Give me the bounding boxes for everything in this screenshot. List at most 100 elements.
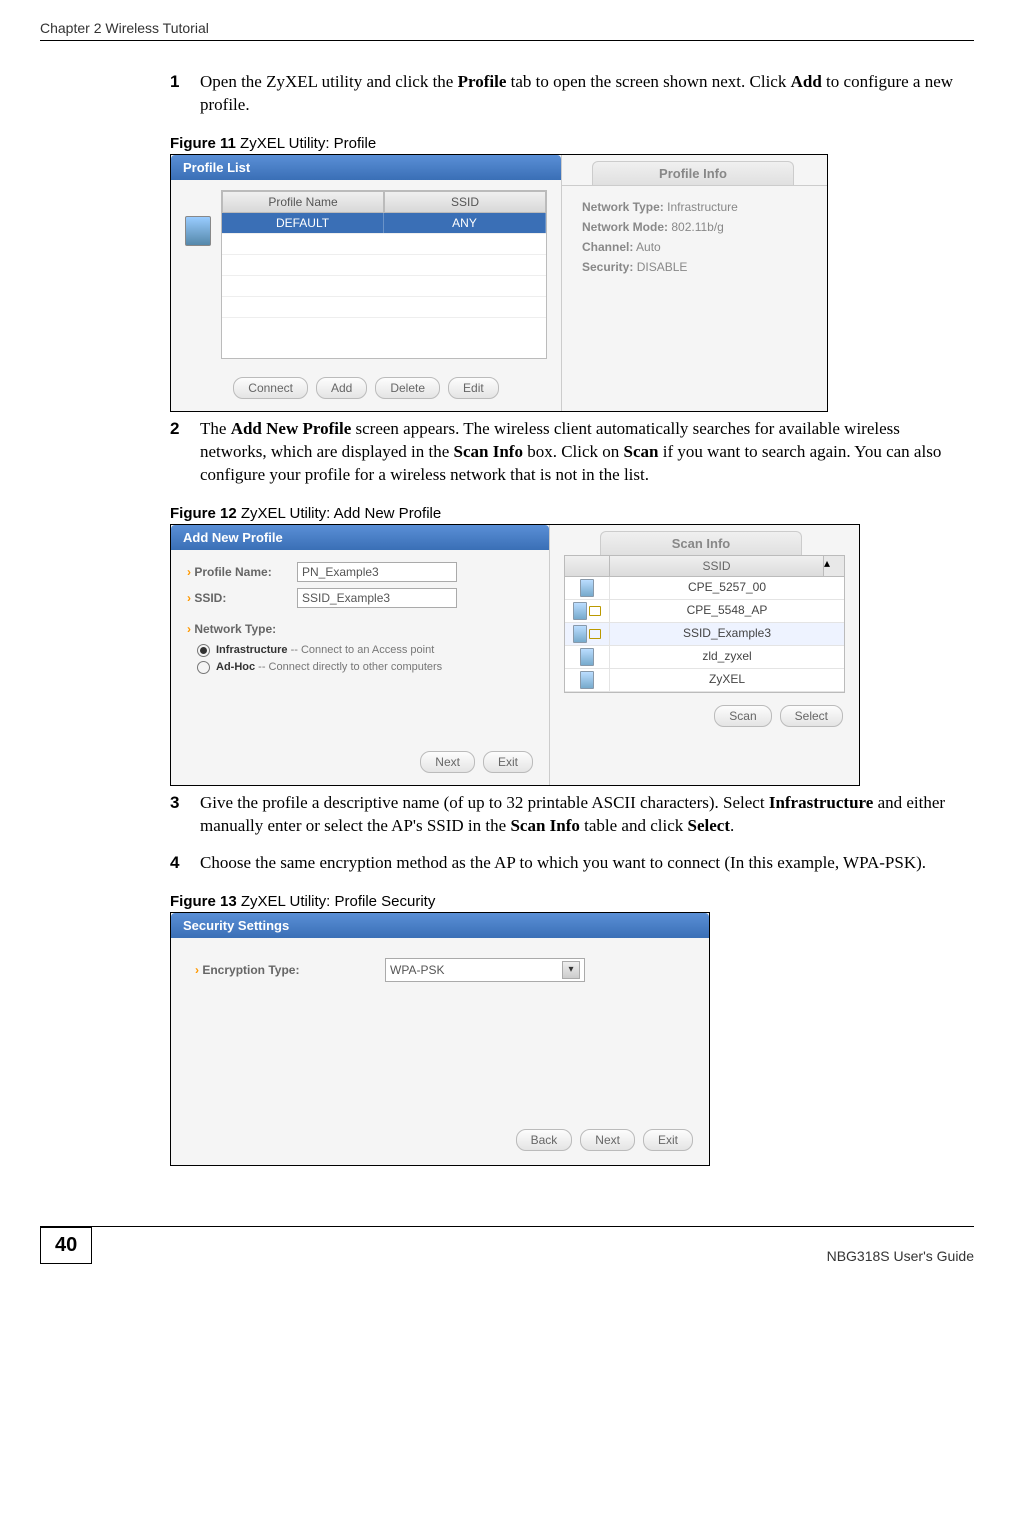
step-4-num: 4 bbox=[170, 852, 200, 875]
lock-icon bbox=[589, 606, 601, 616]
t: Add New Profile bbox=[231, 419, 352, 438]
v: DISABLE bbox=[637, 260, 688, 274]
step-4: 4 Choose the same encryption method as t… bbox=[170, 852, 954, 875]
encryption-type-select[interactable]: WPA-PSK ▾ bbox=[385, 958, 585, 982]
fig11-label-rest: ZyXEL Utility: Profile bbox=[236, 135, 376, 152]
edit-button[interactable]: Edit bbox=[448, 377, 499, 399]
cell-ssid: zld_zyxel bbox=[610, 646, 844, 668]
profile-list-panel: Profile List Profile Name SSID DEFAULT A… bbox=[171, 155, 562, 411]
lock-icon bbox=[589, 629, 601, 639]
delete-button[interactable]: Delete bbox=[375, 377, 440, 399]
next-button[interactable]: Next bbox=[420, 751, 475, 773]
l: Channel: bbox=[582, 240, 633, 254]
table-row[interactable]: SSID_Example3 bbox=[565, 623, 844, 646]
exit-button[interactable]: Exit bbox=[483, 751, 533, 773]
t: box. Click on bbox=[523, 442, 624, 461]
info-network-mode: Network Mode: 802.11b/g bbox=[582, 220, 807, 234]
ssid-input[interactable]: SSID_Example3 bbox=[297, 588, 457, 608]
encryption-type-field: Encryption Type: WPA-PSK ▾ bbox=[195, 958, 685, 982]
ssid-field: SSID: SSID_Example3 bbox=[187, 588, 533, 608]
cell-profile-name: DEFAULT bbox=[222, 213, 384, 233]
v: 802.11b/g bbox=[671, 220, 724, 234]
back-button[interactable]: Back bbox=[516, 1129, 573, 1151]
add-new-profile-buttons: Next Exit bbox=[171, 743, 549, 785]
step-2-num: 2 bbox=[170, 418, 200, 487]
scan-info-tab[interactable]: Scan Info bbox=[600, 531, 802, 555]
signal-icon bbox=[573, 625, 587, 643]
radio-icon bbox=[197, 661, 210, 674]
v: Auto bbox=[636, 240, 661, 254]
exit-button[interactable]: Exit bbox=[643, 1129, 693, 1151]
infrastructure-radio[interactable]: Infrastructure -- Connect to an Access p… bbox=[197, 644, 533, 657]
network-type-label: Network Type: bbox=[187, 622, 533, 636]
t: Add bbox=[791, 72, 822, 91]
r2t: -- Connect directly to other computers bbox=[255, 661, 442, 673]
connect-button[interactable]: Connect bbox=[233, 377, 308, 399]
figure-11: Profile List Profile Name SSID DEFAULT A… bbox=[170, 154, 828, 412]
footer-guide-title: NBG318S User's Guide bbox=[827, 1248, 974, 1264]
step-2: 2 The Add New Profile screen appears. Th… bbox=[170, 418, 954, 487]
select-button[interactable]: Select bbox=[780, 705, 843, 727]
profile-info-body: Network Type: Infrastructure Network Mod… bbox=[562, 185, 827, 294]
profile-list-body: Profile Name SSID DEFAULT ANY bbox=[171, 180, 561, 369]
t: Give the profile a descriptive name (of … bbox=[200, 793, 769, 812]
step-4-text: Choose the same encryption method as the… bbox=[200, 852, 954, 875]
cell-ssid: CPE_5257_00 bbox=[610, 577, 844, 599]
add-new-profile-title: Add New Profile bbox=[171, 525, 549, 550]
next-button[interactable]: Next bbox=[580, 1129, 635, 1151]
table-row bbox=[222, 317, 546, 338]
t: Infrastructure bbox=[769, 793, 874, 812]
trash-icon[interactable] bbox=[185, 216, 211, 246]
table-row[interactable]: ZyXEL bbox=[565, 669, 844, 692]
profile-name-input[interactable]: PN_Example3 bbox=[297, 562, 457, 582]
add-button[interactable]: Add bbox=[316, 377, 367, 399]
signal-icon bbox=[580, 671, 594, 689]
fig12-label-b: Figure 12 bbox=[170, 505, 237, 522]
cell-ssid: ANY bbox=[384, 213, 546, 233]
signal-icon bbox=[580, 579, 594, 597]
signal-icon bbox=[573, 602, 587, 620]
page-number: 40 bbox=[40, 1227, 92, 1264]
t: Scan Info bbox=[510, 816, 579, 835]
chevron-down-icon: ▾ bbox=[562, 961, 580, 979]
table-row[interactable]: DEFAULT ANY bbox=[222, 213, 546, 233]
t: table and click bbox=[580, 816, 688, 835]
page: Chapter 2 Wireless Tutorial 1 Open the Z… bbox=[0, 0, 1014, 1284]
figure-12: Add New Profile Profile Name: PN_Example… bbox=[170, 524, 860, 786]
radio-icon bbox=[197, 644, 210, 657]
t: . bbox=[730, 816, 734, 835]
step-1-num: 1 bbox=[170, 71, 200, 117]
table-row bbox=[222, 233, 546, 254]
cell-ssid: ZyXEL bbox=[610, 669, 844, 691]
adhoc-radio[interactable]: Ad-Hoc -- Connect directly to other comp… bbox=[197, 661, 533, 674]
col-ssid[interactable]: SSID bbox=[384, 191, 546, 213]
encryption-type-value: WPA-PSK bbox=[390, 963, 444, 977]
l: Network Mode: bbox=[582, 220, 668, 234]
profile-info-tab[interactable]: Profile Info bbox=[592, 161, 794, 185]
table-row[interactable]: CPE_5257_00 bbox=[565, 577, 844, 600]
cell-ssid: CPE_5548_AP bbox=[610, 600, 844, 622]
scan-button[interactable]: Scan bbox=[714, 705, 771, 727]
r1b: Infrastructure bbox=[216, 644, 288, 656]
profile-table: Profile Name SSID DEFAULT ANY bbox=[221, 190, 547, 359]
info-security: Security: DISABLE bbox=[582, 260, 807, 274]
col-icon bbox=[565, 556, 610, 576]
fig13-label-rest: ZyXEL Utility: Profile Security bbox=[237, 893, 436, 910]
fig11-label-b: Figure 11 bbox=[170, 135, 236, 152]
t: Scan bbox=[624, 442, 659, 461]
scrollbar-up-icon[interactable]: ▴ bbox=[823, 556, 844, 576]
figure-13-caption: Figure 13 ZyXEL Utility: Profile Securit… bbox=[170, 893, 954, 910]
t: The bbox=[200, 419, 231, 438]
table-row bbox=[222, 296, 546, 317]
profile-name-label: Profile Name: bbox=[187, 565, 297, 579]
col-profile-name[interactable]: Profile Name bbox=[222, 191, 384, 213]
table-row[interactable]: zld_zyxel bbox=[565, 646, 844, 669]
step-2-text: The Add New Profile screen appears. The … bbox=[200, 418, 954, 487]
header-chapter: Chapter 2 Wireless Tutorial bbox=[40, 20, 974, 36]
security-settings-body: Encryption Type: WPA-PSK ▾ bbox=[171, 938, 709, 1119]
profile-info-panel: Profile Info Network Type: Infrastructur… bbox=[562, 155, 827, 411]
table-row[interactable]: CPE_5548_AP bbox=[565, 600, 844, 623]
col-ssid[interactable]: SSID bbox=[610, 556, 823, 576]
step-3: 3 Give the profile a descriptive name (o… bbox=[170, 792, 954, 838]
encryption-type-label: Encryption Type: bbox=[195, 963, 385, 977]
